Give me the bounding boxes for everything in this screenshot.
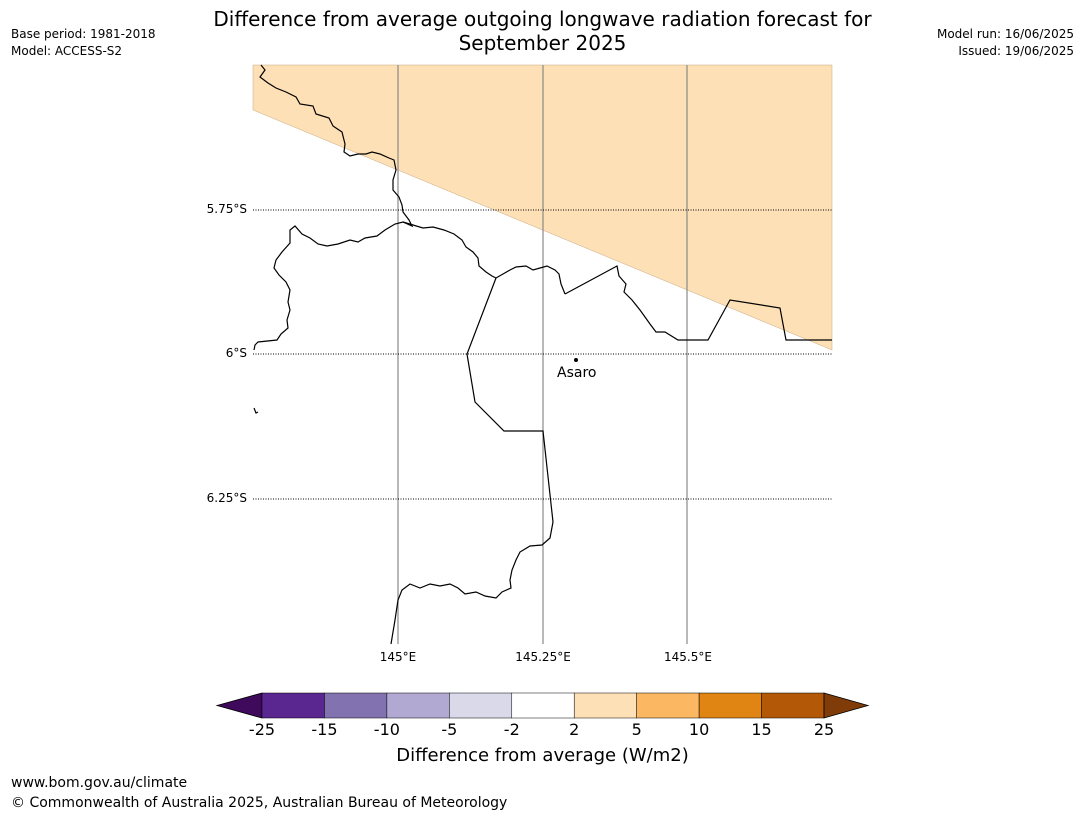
meta-right: Model run: 16/06/2025 Issued: 19/06/2025 xyxy=(937,26,1074,60)
colorbar-segment xyxy=(573,692,637,719)
lon-label-145-5: 145.5°E xyxy=(664,650,712,664)
colorbar-segment xyxy=(386,692,450,719)
footer-copyright: © Commonwealth of Australia 2025, Austra… xyxy=(11,795,508,811)
colorbar-tick-label: -15 xyxy=(311,720,338,739)
model-run: Model run: 16/06/2025 xyxy=(936,27,1074,41)
chart-title: Difference from average outgoing longwav… xyxy=(0,7,1085,55)
colorbar-segment xyxy=(449,692,513,719)
colorbar-extend-high xyxy=(823,692,870,719)
colorbar xyxy=(215,692,870,719)
base-period: Base period: 1981-2018 xyxy=(11,27,156,41)
colorbar-tick-label: 5 xyxy=(631,720,642,739)
title-line-2: September 2025 xyxy=(458,31,627,55)
footer-url[interactable]: www.bom.gov.au/climate xyxy=(11,775,188,791)
colorbar-segment xyxy=(324,692,388,719)
lat-label-6: 6°S xyxy=(225,346,247,360)
boundary-east xyxy=(564,265,832,341)
colorbar-label: Difference from average (W/m2) xyxy=(396,745,689,766)
colorbar-tick-label: 25 xyxy=(813,720,835,739)
lon-label-145: 145°E xyxy=(379,650,417,664)
place-label-asaro: Asaro xyxy=(557,365,597,381)
colorbar-tick-label: 10 xyxy=(688,720,710,739)
title-line-1: Difference from average outgoing longwav… xyxy=(213,7,872,31)
colorbar-segment xyxy=(636,692,700,719)
issued-date: Issued: 19/06/2025 xyxy=(958,44,1074,58)
colorbar-segment xyxy=(511,692,575,719)
lat-label-5-75: 5.75°S xyxy=(206,202,247,216)
lat-label-6-25: 6.25°S xyxy=(206,491,247,505)
model-name: Model: ACCESS-S2 xyxy=(11,44,123,58)
colorbar-segment xyxy=(761,692,825,719)
colorbar-segment xyxy=(261,692,325,719)
colorbar-tick-label: 2 xyxy=(569,720,580,739)
colorbar-tick-label: -10 xyxy=(373,720,400,739)
asaro-marker xyxy=(574,358,578,362)
lon-label-145-25: 145.25°E xyxy=(515,650,571,664)
colorbar-extend-low xyxy=(215,692,263,719)
boundary-central xyxy=(402,221,566,295)
colorbar-segment xyxy=(698,692,762,719)
colorbar-tick-label: 15 xyxy=(751,720,772,739)
colorbar-tick-label: -25 xyxy=(248,720,276,739)
boundary-north-west xyxy=(253,64,414,351)
boundary-fragment xyxy=(253,407,259,414)
boundaries xyxy=(253,64,832,645)
boundary-south xyxy=(390,277,554,645)
colorbar-tick-label: -2 xyxy=(503,720,520,739)
meta-left: Base period: 1981-2018 Model: ACCESS-S2 xyxy=(11,26,156,60)
colorbar-tick-label: -5 xyxy=(441,720,458,739)
